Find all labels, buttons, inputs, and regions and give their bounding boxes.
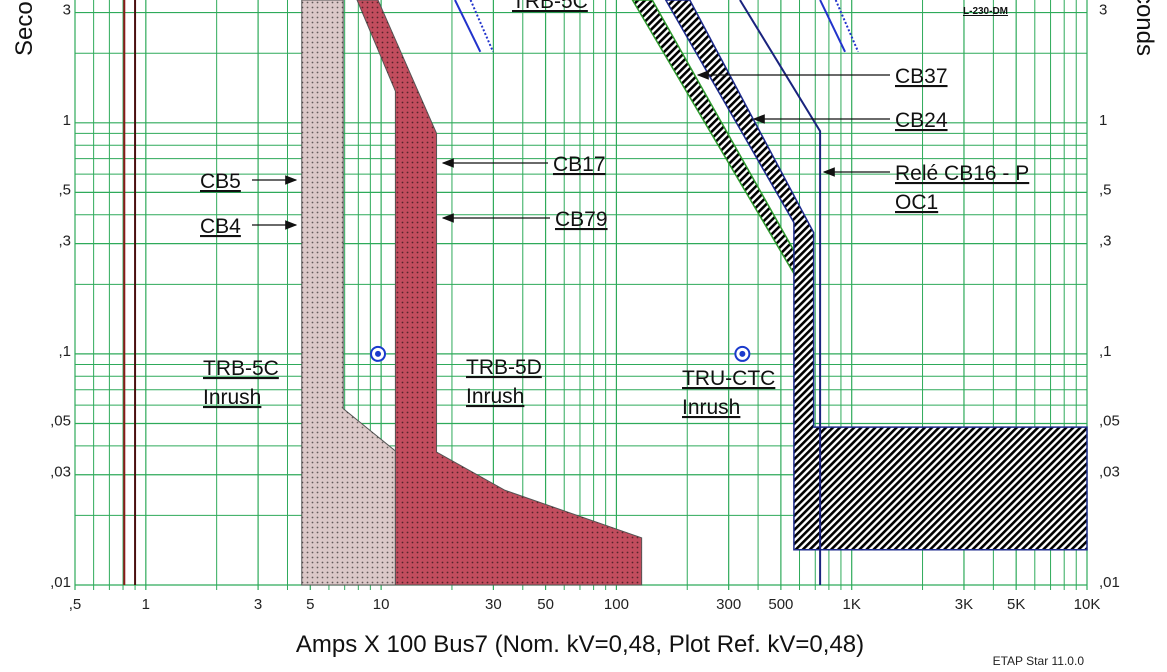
x-tick-label: 30 <box>485 596 502 613</box>
tcc-curve <box>739 0 822 585</box>
annotation: Relé CB16 - P <box>895 162 1029 185</box>
x-axis-title: Amps X 100 Bus7 (Nom. kV=0,48, Plot Ref.… <box>296 631 864 658</box>
annotation: CB37 <box>895 65 948 88</box>
x-tick-label: 100 <box>604 596 629 613</box>
y-tick-label-right: ,1 <box>1099 343 1112 360</box>
tcc-curve <box>819 0 846 53</box>
annotation: Inrush <box>682 396 740 419</box>
annotation: Inrush <box>203 386 261 409</box>
annotation: CB79 <box>555 208 608 231</box>
inrush-point <box>370 345 387 362</box>
x-tick-label: 300 <box>716 596 741 613</box>
x-tick-label: 3 <box>254 596 262 613</box>
y-tick-label: ,3 <box>58 233 71 250</box>
y-tick-label: 1 <box>63 112 71 129</box>
tcc-curve <box>834 0 860 53</box>
annotation: TRB-5C <box>512 0 588 13</box>
annotation: CB17 <box>553 153 606 176</box>
annotation: Inrush <box>466 385 524 408</box>
annotation: TRB-5D <box>466 356 542 379</box>
y-tick-label: ,1 <box>58 343 71 360</box>
y-tick-label: 3 <box>63 2 71 19</box>
inrush-point <box>734 345 751 362</box>
tcc-band-texture <box>357 0 642 585</box>
annotation: CB5 <box>200 170 241 193</box>
y-tick-label-right: ,03 <box>1099 464 1120 481</box>
y-tick-label-right: 3 <box>1099 2 1107 19</box>
x-tick-label: 5K <box>1007 596 1025 613</box>
y-tick-label-right: 1 <box>1099 112 1107 129</box>
y-axis-title-right: Seconds <box>1131 0 1158 56</box>
x-tick-label: 500 <box>768 596 793 613</box>
annotation: TRB-5C <box>203 357 279 380</box>
tcc-curve <box>454 0 482 53</box>
y-tick-label: ,01 <box>50 574 71 591</box>
x-tick-label: 50 <box>537 596 554 613</box>
annotation: CB4 <box>200 215 241 238</box>
x-tick-label: 3K <box>955 596 973 613</box>
footer: ETAP Star 11.0.0 <box>993 654 1085 668</box>
x-tick-label: 5 <box>306 596 314 613</box>
y-tick-label: ,03 <box>50 464 71 481</box>
labels: ,5 1 3 5 10 30 50 100 300 500 1K 3K 5K 10K ,01 ,01 ,03 ,0… <box>50 0 1120 613</box>
tcc-band <box>631 0 800 275</box>
x-tick-label: 10 <box>373 596 390 613</box>
y-tick-label-right: ,05 <box>1099 412 1120 429</box>
y-tick-label: ,5 <box>58 181 71 198</box>
y-tick-label-right: ,5 <box>1099 181 1112 198</box>
plot <box>123 0 1088 586</box>
annotation: L-230-DM <box>963 6 1008 17</box>
x-tick-label: 10K <box>1074 596 1101 613</box>
annotation: OC1 <box>895 191 938 214</box>
y-tick-label-right: ,3 <box>1099 233 1112 250</box>
tcc-band-texture <box>301 0 396 585</box>
annotation: CB24 <box>895 109 948 132</box>
x-tick-label: 1K <box>843 596 861 613</box>
annotation: TRU-CTC <box>682 367 775 390</box>
x-tick-label: ,5 <box>69 596 82 613</box>
inrush-dot <box>375 350 382 357</box>
inrush-dot <box>739 350 746 357</box>
x-tick-label: 1 <box>142 596 150 613</box>
tcc-band <box>664 0 1088 551</box>
y-axis-title: Seconds <box>11 0 38 56</box>
y-tick-label: ,05 <box>50 412 71 429</box>
tcc-curve <box>469 0 494 53</box>
y-tick-label-right: ,01 <box>1099 574 1120 591</box>
